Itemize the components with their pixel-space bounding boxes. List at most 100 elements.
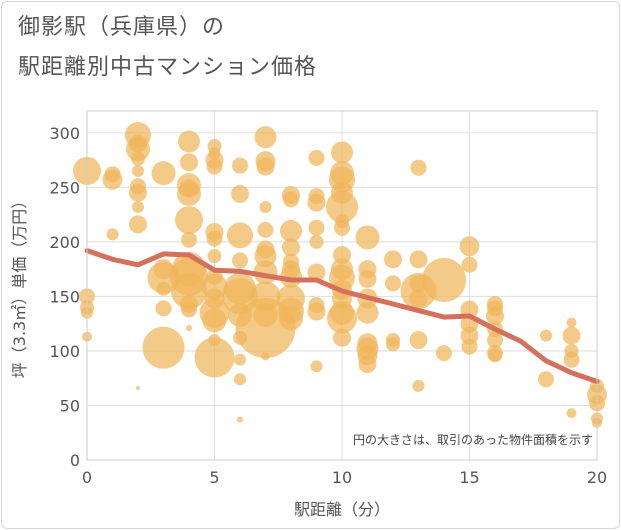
bubble-point	[282, 238, 300, 257]
bubble-point	[386, 337, 400, 352]
bubble-point	[234, 353, 246, 366]
bubble-point	[232, 252, 248, 269]
bubble-point	[356, 301, 379, 324]
y-tick-label: 200	[49, 233, 80, 252]
bubble-point	[562, 326, 581, 345]
bubble-point	[175, 206, 203, 235]
x-tick-label: 15	[459, 468, 479, 487]
bubble-point	[202, 308, 227, 333]
bubbles	[73, 121, 607, 428]
bubble-point	[310, 360, 323, 373]
bubble-point	[334, 219, 350, 236]
bubble-point	[412, 379, 425, 392]
bubble-point	[261, 352, 270, 361]
bubble-point	[177, 181, 201, 206]
bubble-point	[234, 373, 246, 386]
bubble-point	[459, 236, 480, 257]
bubble-point	[355, 225, 380, 250]
bubble-point	[461, 338, 478, 355]
bubble-point	[178, 130, 200, 153]
chart-title-line-1: 御影駅（兵庫県）の	[18, 15, 226, 40]
bubble-point	[308, 149, 325, 166]
bubble-point	[207, 249, 222, 264]
bubble-point	[254, 245, 277, 268]
bubble-point	[409, 289, 428, 308]
bubble-point	[151, 161, 176, 186]
bubble-point	[307, 193, 326, 212]
bubble-point	[254, 126, 277, 149]
x-tick-label: 0	[82, 468, 92, 487]
bubble-point	[384, 250, 402, 269]
bubble-point	[171, 272, 207, 309]
bubble-point	[131, 151, 145, 166]
axis-ticks: 0 50 100 150 200 250 300 0 5 10 15 20	[49, 124, 607, 487]
y-tick-label: 50	[60, 396, 80, 415]
bubble-point	[409, 331, 428, 350]
bubble-point	[563, 351, 580, 368]
trend-line	[84, 248, 600, 384]
y-tick-label: 250	[49, 178, 80, 197]
bubble-point	[126, 137, 150, 162]
bubble-point	[488, 348, 502, 363]
y-tick-label: 100	[49, 342, 80, 361]
bubble-point	[194, 337, 235, 378]
x-tick-label: 20	[587, 468, 607, 487]
bubble-point	[487, 332, 503, 349]
bubble-point	[333, 328, 351, 347]
bubble-point	[142, 326, 185, 369]
bubble-point	[358, 355, 377, 374]
bubble-point	[308, 219, 325, 236]
bubble-point	[106, 228, 119, 241]
bubble-point	[256, 157, 275, 176]
bubble-point	[540, 329, 552, 342]
bubble-point	[327, 303, 357, 334]
bubble-point	[410, 159, 427, 176]
bubble-point	[129, 215, 147, 234]
bubble-size-note: 円の大きさは、取引のあった物件面積を示す	[353, 432, 593, 447]
x-tick-label: 10	[332, 468, 352, 487]
bubble-point	[237, 416, 243, 423]
bubble-point	[156, 281, 171, 296]
bubble-point	[385, 275, 401, 292]
bubble-point	[307, 302, 326, 321]
bubble-point	[279, 306, 303, 331]
bubble-point	[280, 219, 302, 242]
bubble-point	[206, 230, 223, 247]
bubble-point	[227, 222, 253, 249]
bubble-point	[326, 190, 358, 223]
y-tick-label: 150	[49, 287, 80, 306]
bubble-point	[136, 386, 140, 391]
bubble-point	[409, 250, 428, 269]
bubble-point	[436, 345, 452, 362]
bubble-point	[102, 169, 123, 190]
bubble-point	[181, 231, 197, 248]
bubble-point	[358, 269, 377, 288]
bubble-point	[259, 200, 272, 213]
bubble-point	[486, 307, 504, 326]
bubble-point	[538, 371, 554, 388]
bubble-point	[283, 191, 299, 208]
bubble-point	[132, 164, 144, 177]
bubble-point	[566, 317, 577, 328]
y-axis-label: 坪（3.3㎡）単価（万円）	[10, 193, 29, 378]
bubble-point	[181, 301, 197, 318]
bubble-point	[180, 153, 198, 172]
bubble-point	[155, 300, 172, 317]
bubble-point	[461, 256, 478, 273]
bubble-point	[257, 221, 274, 238]
bubble-point	[307, 263, 326, 282]
bubble-point	[231, 184, 249, 203]
bubble-point	[232, 157, 248, 174]
bubble-point	[186, 325, 192, 332]
bubble-point	[206, 158, 223, 175]
bubble-point	[309, 234, 324, 249]
bubble-point	[129, 183, 147, 202]
plot-area-border	[86, 110, 598, 461]
y-tick-label: 0	[70, 451, 80, 470]
x-tick-label: 5	[209, 468, 219, 487]
y-tick-label: 300	[49, 124, 80, 143]
bubble-point	[422, 258, 466, 303]
bubble-point	[566, 408, 577, 419]
